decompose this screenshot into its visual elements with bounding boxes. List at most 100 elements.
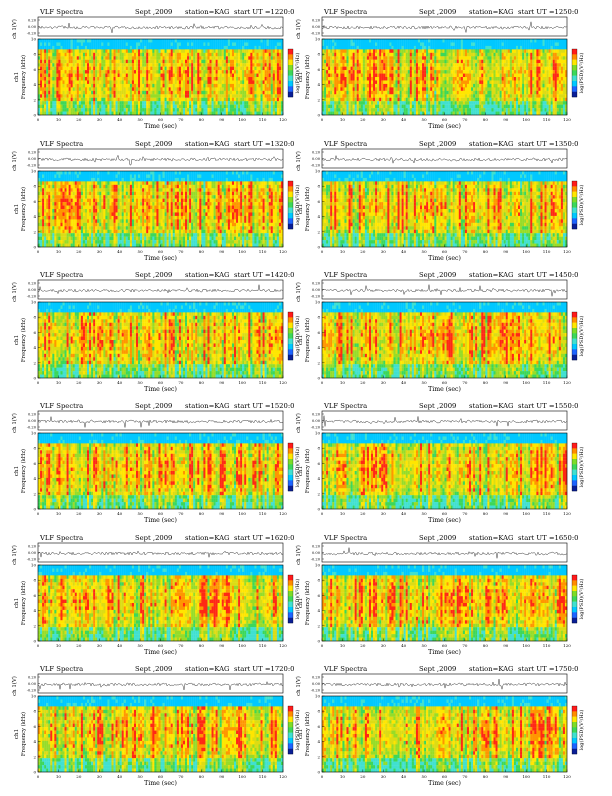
spectrogram-cell (359, 39, 361, 43)
spectrogram-cell (469, 49, 471, 53)
spectrogram-cell (273, 108, 275, 112)
spectrogram-cell (191, 94, 193, 98)
spectrogram-cell (81, 49, 83, 53)
spectrogram-cell (365, 56, 367, 60)
spectrogram-cell (406, 105, 408, 109)
spectrogram-cell (156, 84, 158, 88)
spectrogram-cell (465, 112, 467, 116)
spectrogram-cell (77, 84, 79, 88)
spectrogram-cell (432, 98, 434, 102)
spectrogram-cell (349, 63, 351, 67)
spectrogram-cell (109, 80, 111, 84)
spectrogram-cell (38, 77, 40, 81)
spectrogram-cell (158, 87, 160, 91)
spectrogram-cell (271, 39, 273, 43)
spectrogram-cell (412, 80, 414, 84)
spectrogram-cell (396, 80, 398, 84)
spectrogram-cell (112, 77, 114, 81)
spectrogram-cell (434, 49, 436, 53)
spectrogram-cell (169, 91, 171, 95)
spectrogram-cell (336, 74, 338, 78)
spectrogram-cell (512, 56, 514, 60)
spectrogram-cell (220, 80, 222, 84)
spectrogram-cell (353, 77, 355, 81)
spectrogram-cell (277, 46, 279, 50)
spectrogram-cell (242, 87, 244, 91)
spectrogram-cell (107, 42, 109, 46)
spectrogram-cell (398, 101, 400, 105)
spectrogram-cell (267, 87, 269, 91)
spectrogram-cell (232, 101, 234, 105)
spectrogram-cell (224, 80, 226, 84)
spectrogram-cell (95, 91, 97, 95)
spectrogram-cell (361, 74, 363, 78)
spectrogram-cell (526, 105, 528, 109)
spectrogram-cell (516, 67, 518, 71)
spectrogram-cell (179, 87, 181, 91)
spectrogram-cell (369, 70, 371, 74)
spectrogram-cell (455, 84, 457, 88)
spectrogram-cell (114, 80, 116, 84)
spectrogram-cell (465, 42, 467, 46)
spectrogram-cell (463, 60, 465, 64)
spectrogram-cell (349, 98, 351, 102)
spectrogram-cell (220, 98, 222, 102)
spectrogram-cell (128, 80, 130, 84)
spectrogram-cell (91, 53, 93, 57)
spectrogram-cell (87, 63, 89, 67)
spectrogram-cell (193, 63, 195, 67)
spectrogram-cell (396, 46, 398, 50)
spectrogram-cell (377, 39, 379, 43)
spectrogram-cell (496, 46, 498, 50)
spectrogram-cell (355, 60, 357, 64)
spectrogram-cell (95, 87, 97, 91)
spectrogram-cell (530, 80, 532, 84)
spectrogram-cell (459, 42, 461, 46)
spectrogram-cell (218, 77, 220, 81)
spectrogram-cell (475, 49, 477, 53)
spectrogram-cell (400, 98, 402, 102)
spectrogram-cell (226, 101, 228, 105)
spectrogram-cell (230, 42, 232, 46)
spectrogram-cell (161, 42, 163, 46)
y-tick-label: 10 (31, 37, 37, 42)
spectrogram-cell (432, 84, 434, 88)
spectrogram-cell (181, 53, 183, 57)
spectrogram-cell (259, 105, 261, 109)
spectrogram-cell (416, 53, 418, 57)
spectrogram-cell (485, 108, 487, 112)
spectrogram-cell (93, 80, 95, 84)
spectrogram-cell (242, 80, 244, 84)
spectrogram-cell (185, 108, 187, 112)
spectrogram-cell (440, 112, 442, 116)
spectrogram-cell (344, 87, 346, 91)
spectrogram-cell (526, 112, 528, 116)
spectrogram-cell (457, 60, 459, 64)
spectrogram-cell (154, 63, 156, 67)
spectrogram-cell (430, 98, 432, 102)
spectrogram-cell (526, 56, 528, 60)
spectrogram-cell (520, 49, 522, 53)
spectrogram-cell (152, 56, 154, 60)
spectrogram-cell (167, 70, 169, 74)
spectrogram-cell (532, 56, 534, 60)
spectrogram-cell (494, 101, 496, 105)
spectrogram-cell (234, 84, 236, 88)
spectrogram-cell (524, 46, 526, 50)
spectrogram-cell (167, 112, 169, 116)
spectrogram-cell (496, 84, 498, 88)
spectrogram-cell (330, 87, 332, 91)
spectrogram-cell (330, 63, 332, 67)
spectrogram-cell (79, 56, 81, 60)
spectrogram-cell (267, 80, 269, 84)
spectrogram-cell (134, 94, 136, 98)
spectrogram-cell (99, 39, 101, 43)
spectrogram-cell (455, 53, 457, 57)
spectrogram-cell (491, 56, 493, 60)
spectrogram-cell (271, 77, 273, 81)
spectrogram-cell (93, 94, 95, 98)
spectrogram-cell (65, 60, 67, 64)
spectrogram-cell (322, 101, 324, 105)
spectrogram-cell (522, 108, 524, 112)
spectrogram-cell (207, 63, 209, 67)
